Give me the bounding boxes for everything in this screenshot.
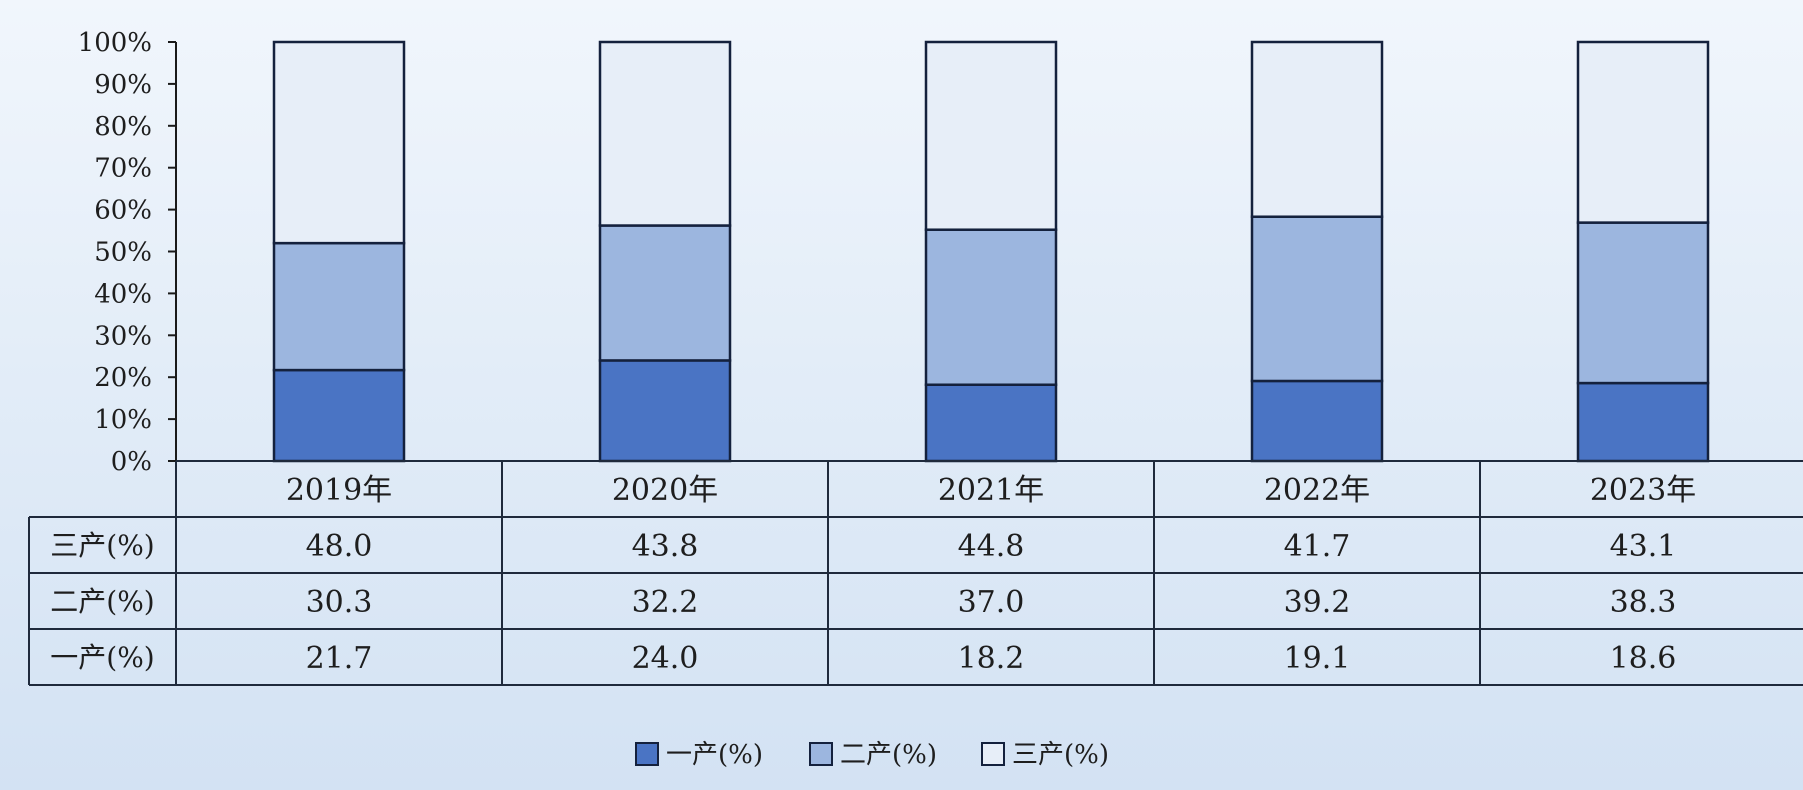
y-tick-label: 80% (94, 112, 152, 142)
bar-segment-1-1 (272, 368, 406, 463)
y-tick-label: 100% (78, 28, 152, 58)
data-label: 43.1 (1610, 529, 1677, 564)
bar-segment-3-2 (598, 40, 732, 227)
bar-segment-2-5 (1576, 221, 1710, 385)
y-tick-label: 10% (94, 405, 152, 435)
bar-segment-1-3 (924, 383, 1058, 463)
legend: 一产(%) 二产(%) 三产(%) (635, 740, 1109, 770)
data-label: 19.1 (1284, 641, 1351, 676)
category-label: 2022年 (1264, 473, 1370, 508)
y-axis: 0% 10% 20% 30% 40% 50% 60% 70% 80% 90% 100% (78, 28, 177, 477)
legend-item-label: 二产(%) (840, 740, 937, 770)
category-label: 2023年 (1590, 473, 1696, 508)
y-tick-label: 20% (94, 363, 152, 393)
y-tick-label: 90% (94, 70, 152, 100)
data-label: 39.2 (1284, 585, 1351, 620)
table-row-label: 一产(%) (50, 641, 154, 674)
bar-segment-3-1 (272, 40, 406, 245)
data-label: 32.2 (632, 585, 699, 620)
category-label: 2019年 (286, 473, 392, 508)
y-tick-label: 40% (94, 279, 152, 309)
bars (272, 40, 1710, 463)
data-label: 41.7 (1284, 529, 1351, 564)
table-row-label: 三产(%) (50, 529, 154, 562)
data-label: 30.3 (306, 585, 373, 620)
legend-item-label: 三产(%) (1012, 740, 1109, 770)
bar-segment-1-4 (1250, 379, 1384, 463)
data-label: 18.2 (958, 641, 1025, 676)
bar-segment-3-4 (1250, 40, 1384, 218)
data-label: 38.3 (1610, 585, 1677, 620)
data-label: 37.0 (958, 585, 1025, 620)
bar-segment-3-5 (1576, 40, 1710, 224)
data-label: 48.0 (306, 529, 373, 564)
bar-segment-2-4 (1250, 215, 1384, 383)
bar-segment-1-5 (1576, 381, 1710, 463)
legend-swatch-3 (981, 742, 1005, 766)
bar-segment-2-2 (598, 224, 732, 362)
legend-swatch-1 (635, 742, 659, 766)
legend-item-label: 一产(%) (666, 740, 763, 770)
data-label: 18.6 (1610, 641, 1677, 676)
bar-segment-1-2 (598, 359, 732, 463)
table-row-label: 二产(%) (50, 585, 154, 618)
data-label: 43.8 (632, 529, 699, 564)
data-label: 44.8 (958, 529, 1025, 564)
data-label: 24.0 (632, 641, 699, 676)
bar-segment-2-1 (272, 241, 406, 372)
data-label: 21.7 (306, 641, 373, 676)
bar-segment-2-3 (924, 228, 1058, 386)
y-tick-label: 60% (94, 196, 152, 226)
y-tick-label: 30% (94, 321, 152, 351)
category-label: 2021年 (938, 473, 1044, 508)
category-label: 2020年 (612, 473, 718, 508)
bar-segment-3-3 (924, 40, 1058, 231)
y-tick-label: 70% (94, 154, 152, 184)
y-tick-label: 0% (111, 447, 152, 477)
y-tick-label: 50% (94, 238, 152, 268)
legend-swatch-2 (809, 742, 833, 766)
